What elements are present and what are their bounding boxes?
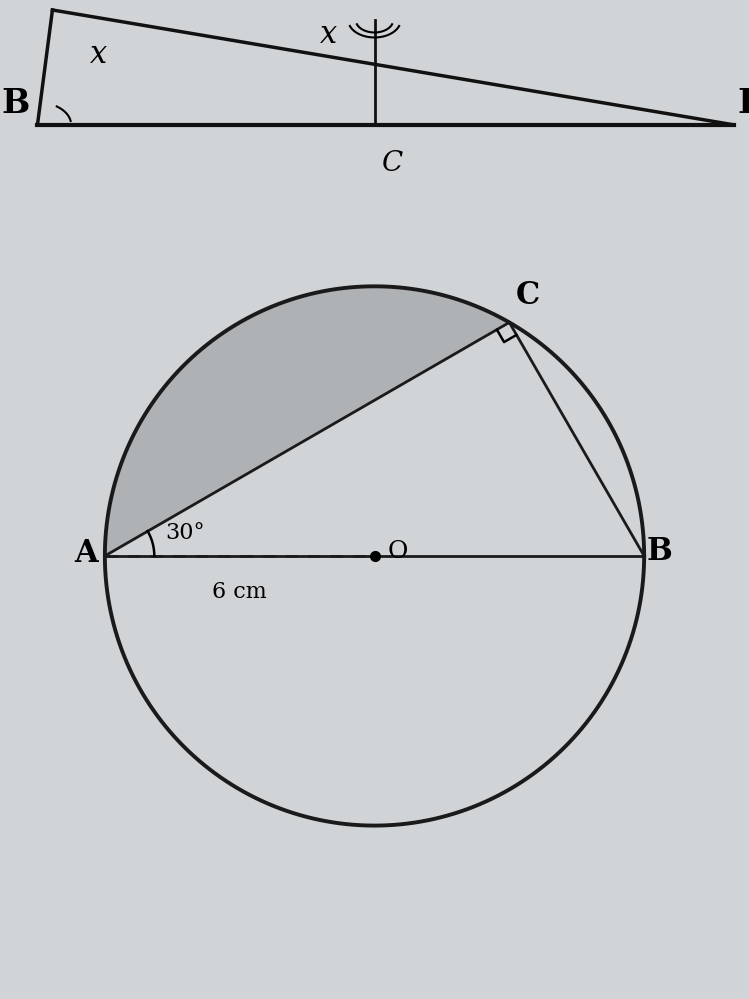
Text: 6 cm: 6 cm xyxy=(212,580,267,602)
Text: O: O xyxy=(388,539,408,563)
Text: x: x xyxy=(90,39,107,71)
Text: B: B xyxy=(646,535,672,567)
Text: C: C xyxy=(516,280,540,312)
Text: B: B xyxy=(1,87,30,120)
Polygon shape xyxy=(105,287,509,556)
Text: x: x xyxy=(320,19,337,51)
Text: A: A xyxy=(74,538,98,569)
Text: D: D xyxy=(738,87,749,120)
Text: C: C xyxy=(382,150,403,177)
Text: 30°: 30° xyxy=(166,521,205,543)
